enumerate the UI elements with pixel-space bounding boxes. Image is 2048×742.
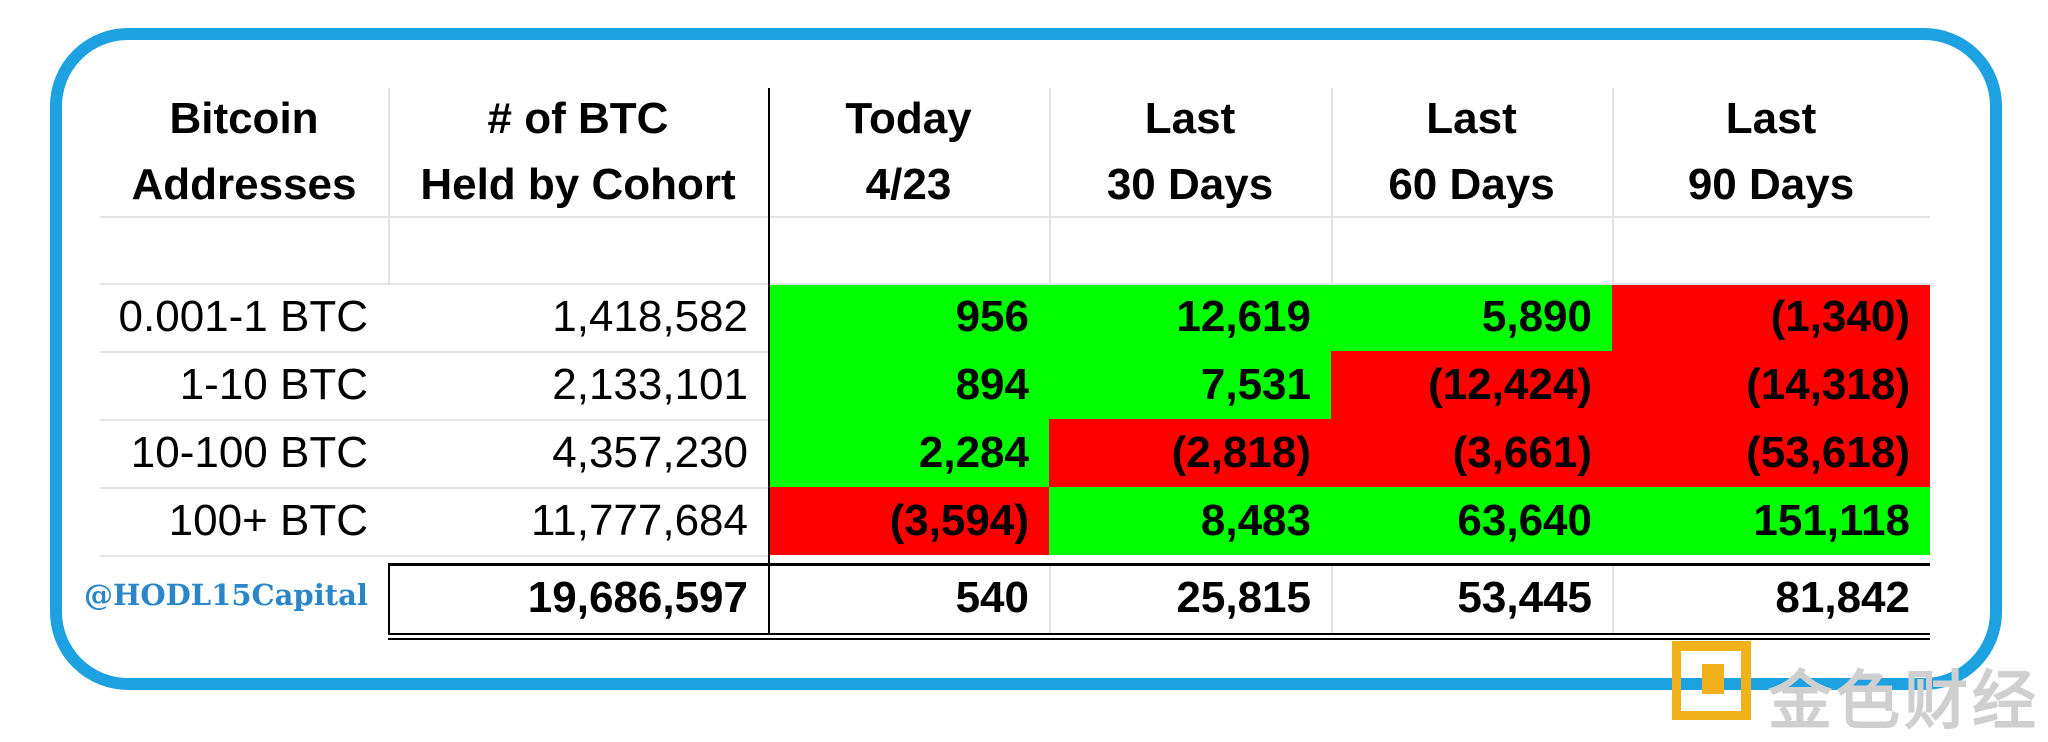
- held-value: 2,133,101: [552, 360, 748, 409]
- change-value: 8,483: [1200, 496, 1311, 545]
- column-header-line: # of BTC: [487, 94, 669, 143]
- change-value: 63,640: [1457, 496, 1592, 545]
- column-header-today: Today 4/23: [768, 88, 1049, 216]
- held-value: 4,357,230: [552, 428, 748, 477]
- total-double-rule-2: [388, 638, 1930, 640]
- held-value: 1,418,582: [552, 292, 748, 341]
- change-value: 151,118: [1753, 496, 1910, 545]
- change-cell-fill: [768, 351, 1049, 419]
- column-header-line: Bitcoin: [169, 94, 319, 143]
- grid-line-horizontal: [100, 283, 1930, 285]
- column-header-line: Today: [845, 94, 972, 143]
- grid-line-vertical: [1612, 563, 1614, 633]
- grid-line-vertical: [388, 88, 390, 283]
- change-value: (53,618): [1746, 428, 1910, 477]
- watermark-text: 金色财经: [1768, 665, 2040, 739]
- column-header-d60: Last 60 Days: [1331, 88, 1612, 216]
- change-cell-fill: [768, 283, 1049, 351]
- change-cell-fill: [1331, 487, 1612, 555]
- column-header-addresses: Bitcoin Addresses: [100, 88, 388, 216]
- total-change: 53,445: [1457, 573, 1592, 622]
- column-header-d30: Last 30 Days: [1049, 88, 1331, 216]
- grid-line-vertical: [1049, 563, 1051, 633]
- cohort-label-100-btc: 100+ BTC: [168, 496, 368, 545]
- total-held: 19,686,597: [527, 573, 748, 622]
- change-cell-fill: [1331, 419, 1612, 487]
- column-header-line: 60 Days: [1388, 160, 1555, 209]
- column-header-line: 90 Days: [1687, 160, 1855, 209]
- change-cell-fill: [1049, 419, 1331, 487]
- change-cell-fill: [768, 487, 1049, 555]
- change-value: 7,531: [1200, 360, 1311, 409]
- change-cell-fill: [768, 419, 1049, 487]
- watermark: 金色财经: [1671, 640, 2042, 739]
- column-header-line: Last: [1144, 94, 1236, 143]
- change-value: (14,318): [1746, 360, 1910, 409]
- change-value: (1,340): [1770, 292, 1910, 341]
- grid-line-horizontal: [100, 216, 1930, 218]
- cohort-label-10-100-btc: 10-100 BTC: [130, 428, 368, 477]
- cohort-label-1-10-btc: 1-10 BTC: [179, 360, 368, 409]
- change-value: 12,619: [1176, 292, 1311, 341]
- total-change: 25,815: [1176, 573, 1311, 622]
- column-header-held: # of BTC Held by Cohort: [388, 88, 768, 216]
- grid-line-horizontal: [100, 419, 768, 421]
- cohort-label-0-001-1-btc: 0.001-1 BTC: [118, 292, 368, 341]
- change-cell-fill: [1612, 283, 1930, 351]
- change-cell-fill: [1049, 487, 1331, 555]
- column-header-line: 30 Days: [1106, 160, 1274, 209]
- grid-line-horizontal: [100, 351, 768, 353]
- change-cell-fill: [1612, 419, 1930, 487]
- column-header-line: 4/23: [865, 160, 952, 209]
- change-cell-fill: [1049, 283, 1331, 351]
- change-cell-fill: [1049, 351, 1331, 419]
- change-cell-fill: [1612, 487, 1930, 555]
- change-cell-fill: [1612, 351, 1930, 419]
- column-header-line: Last: [1426, 94, 1517, 143]
- total-change: 540: [955, 573, 1029, 622]
- column-header-d90: Last 90 Days: [1612, 88, 1930, 216]
- change-value: (3,594): [889, 496, 1029, 545]
- change-cell-fill: [1331, 283, 1612, 351]
- held-value: 11,777,684: [531, 496, 748, 545]
- change-value: (12,424): [1428, 360, 1592, 409]
- total-double-rule-1: [388, 633, 1930, 635]
- change-value: 956: [955, 292, 1029, 341]
- change-value: 5,890: [1481, 292, 1592, 341]
- change-value: 894: [955, 360, 1029, 409]
- grid-line-vertical: [1049, 88, 1051, 283]
- grid-line-horizontal: [100, 555, 768, 557]
- grid-line-vertical: [1612, 88, 1614, 283]
- column-header-line: Last: [1725, 94, 1817, 143]
- column-divider: [388, 563, 390, 633]
- change-value: 2,284: [918, 428, 1029, 477]
- change-value: (3,661): [1452, 428, 1592, 477]
- column-divider: [768, 88, 770, 633]
- grid-line-vertical: [1331, 88, 1333, 283]
- grid-line-horizontal: [100, 487, 768, 489]
- column-header-line: Held by Cohort: [420, 160, 736, 209]
- jinse-logo-icon: [1671, 641, 1751, 721]
- total-change: 81,842: [1775, 573, 1910, 622]
- change-value: (2,818): [1171, 428, 1311, 477]
- column-header-line: Addresses: [131, 160, 357, 209]
- grid-line-vertical: [1331, 563, 1333, 633]
- twitter-handle: @HODL15Capital: [84, 578, 368, 612]
- total-top-rule: [388, 563, 1930, 566]
- change-cell-fill: [1331, 351, 1612, 419]
